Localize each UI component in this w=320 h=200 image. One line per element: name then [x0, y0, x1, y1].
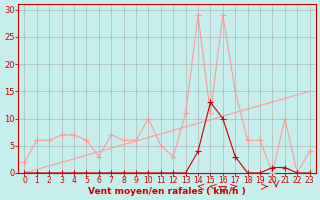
X-axis label: Vent moyen/en rafales ( km/h ): Vent moyen/en rafales ( km/h ) [88, 187, 246, 196]
